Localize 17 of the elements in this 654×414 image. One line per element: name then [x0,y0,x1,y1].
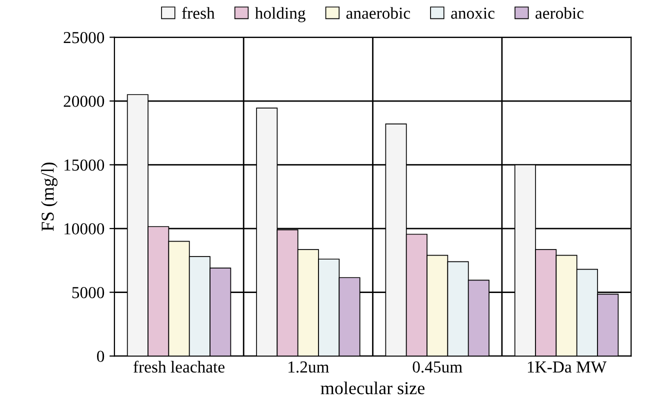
y-tick-label: 20000 [64,96,104,107]
legend-label: fresh [182,6,215,19]
y-tick-label: 0 [97,350,104,362]
y-tick-label: 25000 [64,32,104,44]
y-axis-title: FS (mg/l) [41,162,58,231]
y-tick-label: 15000 [64,159,104,171]
legend-label: anaerobic [346,7,410,19]
legend-label: anoxic [451,8,494,19]
legend-label: aerobic [536,7,584,19]
x-tick-label: 0.45um [412,361,462,373]
legend-label: holding [255,7,306,22]
y-tick-label: 5000 [72,286,104,298]
y-tick-label: 10000 [64,223,104,234]
x-tick-label: 1.2um [288,361,329,373]
x-tick-label: 1K-Da MW [528,361,607,373]
x-axis-title: molecular size [320,382,425,394]
x-tick-label: fresh leachate [134,360,224,373]
